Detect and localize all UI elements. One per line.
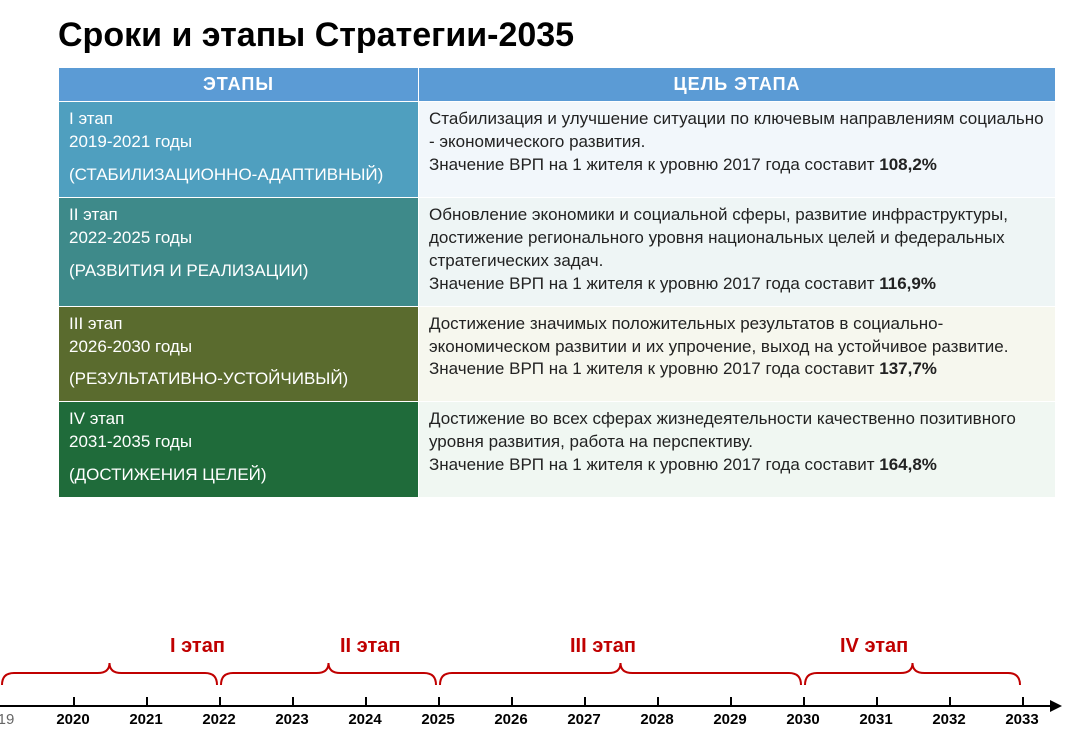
goal-text: Достижение значимых положительных резуль… <box>429 314 1008 356</box>
stage-years: 2019-2021 годы <box>69 131 408 154</box>
axis-year-label: 2020 <box>56 711 89 728</box>
col-header-goal: ЦЕЛЬ ЭТАПА <box>419 68 1056 102</box>
axis-year-label: 2030 <box>786 711 819 728</box>
axis-year-label: 2031 <box>859 711 892 728</box>
axis-year-label: 2023 <box>275 711 308 728</box>
timeline: I этап II этап III этап IV этап 19 2020 2021 2… <box>0 635 1081 745</box>
stage-type: (РЕЗУЛЬТАТИВНО-УСТОЙЧИВЫЙ) <box>69 368 408 391</box>
goal-vrp-line: Значение ВРП на 1 жителя к уровню 2017 г… <box>429 274 879 293</box>
axis-tick <box>73 697 75 707</box>
goal-vrp-line: Значение ВРП на 1 жителя к уровню 2017 г… <box>429 455 879 474</box>
page-title: Сроки и этапы Стратегии-2035 <box>0 0 1081 67</box>
stage-name: III этап <box>69 313 408 336</box>
stage-type: (РАЗВИТИЯ И РЕАЛИЗАЦИИ) <box>69 260 408 283</box>
axis-arrow-icon <box>1050 700 1062 712</box>
timeline-stage-label: II этап <box>340 635 400 658</box>
goal-vrp-line: Значение ВРП на 1 жителя к уровню 2017 г… <box>429 155 879 174</box>
axis-tick <box>657 697 659 707</box>
axis-tick <box>730 697 732 707</box>
axis-tick <box>949 697 951 707</box>
axis-year-label: 2025 <box>421 711 454 728</box>
goal-text: Стабилизация и улучшение ситуации по клю… <box>429 109 1044 151</box>
table-row: III этап2026-2030 годы (РЕЗУЛЬТАТИВНО-УСТ… <box>59 306 1056 402</box>
stage-years: 2031-2035 годы <box>69 431 408 454</box>
stages-table: ЭТАПЫ ЦЕЛЬ ЭТАПА I этап2019-2021 годы (СТ… <box>58 67 1056 498</box>
axis-tick <box>584 697 586 707</box>
table-row: IV этап2031-2035 годы (ДОСТИЖЕНИЯ ЦЕЛЕЙ) Д… <box>59 402 1056 498</box>
goal-cell: Достижение значимых положительных резуль… <box>419 306 1056 402</box>
axis-year-label: 2026 <box>494 711 527 728</box>
axis-tick <box>146 697 148 707</box>
axis-year-label: 2021 <box>129 711 162 728</box>
table-row: II этап2022-2025 годы (РАЗВИТИЯ И РЕАЛИЗА… <box>59 197 1056 306</box>
axis-year-label: 2022 <box>202 711 235 728</box>
brace-icon <box>0 661 219 689</box>
axis-tick <box>219 697 221 707</box>
stage-type: (СТАБИЛИЗАЦИОННО-АДАПТИВНЫЙ) <box>69 164 408 187</box>
stage-years: 2026-2030 годы <box>69 336 408 359</box>
brace-icon <box>438 661 803 689</box>
axis-year-edge-left: 19 <box>0 711 14 728</box>
stage-cell: I этап2019-2021 годы (СТАБИЛИЗАЦИОННО-АДА… <box>59 102 419 198</box>
stage-cell: III этап2026-2030 годы (РЕЗУЛЬТАТИВНО-УСТ… <box>59 306 419 402</box>
goal-text: Достижение во всех сферах жизнедеятельно… <box>429 409 1016 451</box>
stage-name: IV этап <box>69 408 408 431</box>
timeline-stage-label: I этап <box>170 635 225 658</box>
goal-cell: Достижение во всех сферах жизнедеятельно… <box>419 402 1056 498</box>
axis-tick <box>365 697 367 707</box>
col-header-stage: ЭТАПЫ <box>59 68 419 102</box>
axis-year-label: 2033 <box>1005 711 1038 728</box>
axis-tick <box>438 697 440 707</box>
stage-cell: II этап2022-2025 годы (РАЗВИТИЯ И РЕАЛИЗА… <box>59 197 419 306</box>
goal-pct: 164,8% <box>879 455 937 474</box>
axis-tick <box>511 697 513 707</box>
axis-tick <box>876 697 878 707</box>
goal-cell: Стабилизация и улучшение ситуации по клю… <box>419 102 1056 198</box>
axis-year-label: 2028 <box>640 711 673 728</box>
table-row: I этап2019-2021 годы (СТАБИЛИЗАЦИОННО-АДА… <box>59 102 1056 198</box>
stage-name: II этап <box>69 204 408 227</box>
goal-pct: 137,7% <box>879 359 937 378</box>
timeline-stage-label: III этап <box>570 635 636 658</box>
stage-name: I этап <box>69 108 408 131</box>
brace-icon <box>219 661 438 689</box>
goal-pct: 108,2% <box>879 155 937 174</box>
axis-line <box>0 705 1052 707</box>
axis-year-label: 2027 <box>567 711 600 728</box>
stage-years: 2022-2025 годы <box>69 227 408 250</box>
goal-text: Обновление экономики и социальной сферы,… <box>429 205 1008 270</box>
brace-icon <box>803 661 1022 689</box>
stage-cell: IV этап2031-2035 годы (ДОСТИЖЕНИЯ ЦЕЛЕЙ) <box>59 402 419 498</box>
goal-pct: 116,9% <box>879 274 936 293</box>
goal-vrp-line: Значение ВРП на 1 жителя к уровню 2017 г… <box>429 359 879 378</box>
axis-year-label: 2029 <box>713 711 746 728</box>
goal-cell: Обновление экономики и социальной сферы,… <box>419 197 1056 306</box>
timeline-stage-label: IV этап <box>840 635 908 658</box>
axis-tick <box>292 697 294 707</box>
axis-year-label: 2024 <box>348 711 381 728</box>
axis-tick <box>1022 697 1024 707</box>
axis-year-label: 2032 <box>932 711 965 728</box>
stage-type: (ДОСТИЖЕНИЯ ЦЕЛЕЙ) <box>69 464 408 487</box>
axis-tick <box>803 697 805 707</box>
